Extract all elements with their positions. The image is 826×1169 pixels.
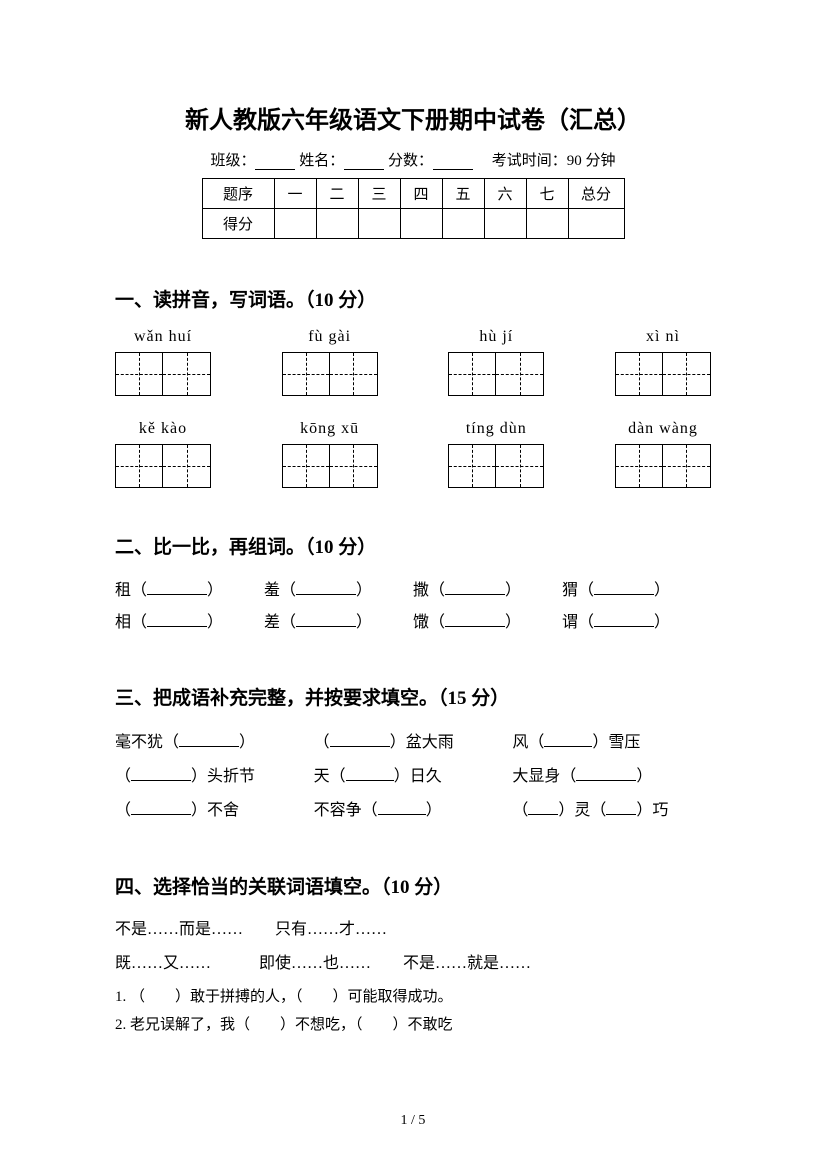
section-conjunction: 四、选择恰当的关联词语填空。（10 分） 不是……而是…… 只有……才…… 既…… (115, 872, 711, 1039)
idiom-item: 风（）雪压 (512, 726, 711, 760)
cmp-char: 相 (115, 614, 131, 631)
compare-row-1: 租（） 羞（） 撒（） 猬（） (115, 575, 711, 607)
tian-cell (330, 352, 378, 396)
conj-q1: 1. （ ）敢于拼搏的人，（ ）可能取得成功。 (115, 983, 711, 1011)
th-4: 四 (400, 179, 442, 209)
cmp-char: 猬 (562, 582, 578, 599)
th-3: 三 (358, 179, 400, 209)
th-1: 一 (274, 179, 316, 209)
cmp-char: 谓 (562, 614, 578, 631)
class-label: 班级： (210, 153, 255, 169)
tian-cell (615, 352, 663, 396)
tian-cell (448, 444, 496, 488)
td-blank (442, 209, 484, 239)
tian-cell (282, 352, 330, 396)
pinyin-7: tíng dùn (466, 420, 527, 438)
pinyin-5: kě kào (139, 420, 187, 438)
tian-cell (496, 444, 544, 488)
tian-cell (330, 444, 378, 488)
td-blank (316, 209, 358, 239)
idiom-item: 不容争（） (314, 794, 513, 828)
th-order: 题序 (202, 179, 274, 209)
th-7: 七 (526, 179, 568, 209)
th-5: 五 (442, 179, 484, 209)
tian-cell (615, 444, 663, 488)
pinyin-2: fù gài (308, 328, 351, 346)
section-idiom: 三、把成语补充完整，并按要求填空。（15 分） 毫不犹（）（）盆大雨风（）雪压（… (115, 683, 711, 828)
tian-cell (663, 352, 711, 396)
cmp-char: 馓 (413, 614, 429, 631)
cmp-char: 羞 (264, 582, 280, 599)
name-blank (344, 154, 384, 170)
tian-cell (163, 352, 211, 396)
td-score-label: 得分 (202, 209, 274, 239)
tian-cell (115, 352, 163, 396)
conj-options-1: 不是……而是…… 只有……才…… (115, 915, 711, 945)
idiom-row: （）不舍不容争（）（）灵（）巧 (115, 794, 711, 828)
section-4-title: 四、选择恰当的关联词语填空。（10 分） (115, 872, 711, 899)
tian-cell (115, 444, 163, 488)
pinyin-1: wǎn huí (134, 328, 192, 346)
th-6: 六 (484, 179, 526, 209)
td-blank (358, 209, 400, 239)
tian-cell (163, 444, 211, 488)
compare-row-2: 相（） 差（） 馓（） 谓（） (115, 607, 711, 639)
section-1-title: 一、读拼音，写词语。（10 分） (115, 285, 711, 312)
name-label: 姓名： (299, 153, 344, 169)
td-blank (400, 209, 442, 239)
cmp-char: 租 (115, 582, 131, 599)
idiom-item: （）灵（）巧 (512, 794, 711, 828)
conj-q2: 2. 老兄误解了，我（ ）不想吃，（ ）不敢吃 (115, 1011, 711, 1039)
table-row: 题序 一 二 三 四 五 六 七 总分 (202, 179, 624, 209)
time-label: 考试时间：90 分钟 (492, 153, 616, 169)
pinyin-6: kōng xū (300, 420, 359, 438)
idiom-item: 大显身（） (512, 760, 711, 794)
idiom-row: （）头折节天（）日久大显身（） (115, 760, 711, 794)
section-compare: 二、比一比，再组词。（10 分） 租（） 羞（） 撒（） 猬（） 相（） 差（）… (115, 532, 711, 639)
pinyin-row-1: wǎn huí fù gài hù jí xì nì (115, 328, 711, 396)
idiom-item: 天（）日久 (314, 760, 513, 794)
th-total: 总分 (568, 179, 624, 209)
td-blank (484, 209, 526, 239)
cmp-char: 撒 (413, 582, 429, 599)
section-pinyin: 一、读拼音，写词语。（10 分） wǎn huí fù gài hù jí xì… (115, 285, 711, 488)
idiom-item: （）不舍 (115, 794, 314, 828)
pinyin-4: xì nì (646, 328, 680, 346)
td-blank (274, 209, 316, 239)
conj-options-2: 既……又…… 即使……也…… 不是……就是…… (115, 949, 711, 979)
score-table: 题序 一 二 三 四 五 六 七 总分 得分 (202, 178, 625, 239)
table-row: 得分 (202, 209, 624, 239)
page-number: 1 / 5 (0, 1113, 826, 1129)
score-label: 分数： (388, 153, 433, 169)
th-2: 二 (316, 179, 358, 209)
pinyin-8: dàn wàng (628, 420, 698, 438)
section-2-title: 二、比一比，再组词。（10 分） (115, 532, 711, 559)
idiom-item: （）盆大雨 (314, 726, 513, 760)
tian-cell (282, 444, 330, 488)
tian-cell (663, 444, 711, 488)
section-3-title: 三、把成语补充完整，并按要求填空。（15 分） (115, 683, 711, 710)
cmp-char: 差 (264, 614, 280, 631)
pinyin-3: hù jí (479, 328, 513, 346)
page-title: 新人教版六年级语文下册期中试卷（汇总） (115, 100, 711, 135)
tian-cell (448, 352, 496, 396)
class-blank (255, 154, 295, 170)
pinyin-row-2: kě kào kōng xū tíng dùn dàn wàng (115, 420, 711, 488)
td-blank (568, 209, 624, 239)
idiom-item: 毫不犹（） (115, 726, 314, 760)
score-blank (433, 154, 473, 170)
idiom-row: 毫不犹（）（）盆大雨风（）雪压 (115, 726, 711, 760)
header-info: 班级： 姓名： 分数： 考试时间：90 分钟 (115, 149, 711, 170)
tian-cell (496, 352, 544, 396)
td-blank (526, 209, 568, 239)
idiom-item: （）头折节 (115, 760, 314, 794)
